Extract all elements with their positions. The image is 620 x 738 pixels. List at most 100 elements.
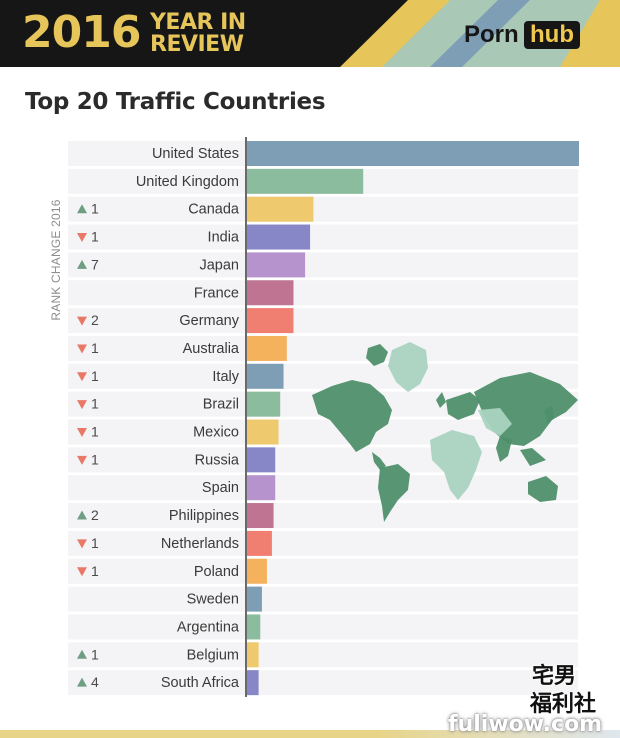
bar-netherlands — [247, 530, 272, 556]
rank-change-amount: 2 — [91, 312, 99, 328]
watermark: 宅男 福利社 fuliwow.com — [448, 656, 618, 737]
rank-change-down-icon — [77, 567, 87, 577]
row-label-background — [68, 586, 246, 612]
bar-poland — [247, 558, 267, 584]
watermark-line-3: fuliwow.com — [448, 712, 603, 737]
category-label: South Africa — [161, 675, 240, 691]
bar-germany — [247, 308, 294, 334]
category-label: India — [208, 230, 240, 246]
bar-mexico — [247, 419, 279, 445]
bar-philippines — [247, 503, 274, 529]
row-plot-background — [247, 280, 578, 306]
rank-change-down-icon — [77, 316, 87, 326]
bar-south-africa — [247, 670, 259, 696]
rank-change-amount: 1 — [91, 424, 99, 440]
rank-change-amount: 2 — [91, 507, 99, 523]
bar-spain — [247, 475, 276, 501]
row-label-background — [68, 530, 246, 556]
row-label-background — [68, 224, 246, 250]
chart-title: Top 20 Traffic Countries — [25, 89, 326, 115]
row-label-background — [68, 252, 246, 278]
watermark-line-1: 宅男 — [532, 664, 577, 689]
category-label: Poland — [194, 564, 239, 580]
rank-change-amount: 1 — [91, 646, 99, 662]
category-label: Italy — [212, 369, 239, 385]
rank-change-amount: 1 — [91, 201, 99, 217]
category-label: Mexico — [193, 425, 239, 441]
bottom-stripe — [0, 730, 620, 738]
category-label: Russia — [195, 452, 240, 468]
rank-change-amount: 1 — [91, 340, 99, 356]
row-plot-background — [247, 642, 578, 668]
rank-change-down-icon — [77, 539, 87, 549]
bar-france — [247, 280, 294, 306]
category-label: Japan — [199, 257, 239, 273]
row-label-background — [68, 475, 246, 501]
header-decoration — [340, 0, 620, 67]
category-label: Argentina — [177, 619, 240, 635]
row-label-background — [68, 280, 246, 306]
bar-belgium — [247, 642, 259, 668]
row-label-background — [68, 168, 246, 194]
row-label-background — [68, 363, 246, 389]
rank-change-down-icon — [77, 455, 87, 465]
rank-change-up-icon — [77, 649, 87, 659]
category-label: Brazil — [203, 397, 239, 413]
rank-change-down-icon — [77, 428, 87, 437]
category-label: Philippines — [169, 508, 239, 524]
rank-change-down-icon — [77, 372, 87, 382]
brand-logo-left: Porn — [464, 21, 519, 48]
category-label: Belgium — [187, 647, 239, 663]
category-label: United Kingdom — [136, 174, 239, 190]
row-plot-background — [247, 308, 578, 334]
rank-change-up-icon — [77, 510, 87, 520]
row-label-background — [68, 447, 246, 473]
row-plot-background — [247, 503, 578, 529]
row-label-background — [68, 196, 246, 222]
category-label: Canada — [188, 202, 240, 218]
row-label-background — [68, 141, 246, 166]
row-label-background — [68, 419, 246, 445]
bar-argentina — [247, 614, 261, 640]
rank-change-amount: 7 — [91, 256, 99, 272]
review-text: REVIEW — [150, 32, 244, 57]
row-label-background — [68, 503, 246, 529]
row-plot-background — [247, 558, 578, 584]
world-map-illustration — [312, 342, 578, 522]
bar-united-kingdom — [247, 168, 364, 194]
rank-change-down-icon — [77, 400, 87, 410]
row-plot-background — [247, 586, 578, 612]
rank-change-amount: 1 — [91, 368, 99, 384]
rank-change-amount: 1 — [91, 451, 99, 467]
year-in-text: YEAR IN — [150, 10, 246, 35]
header-banner: 2016 YEAR IN REVIEW Porn hub — [0, 0, 620, 67]
rank-change-amount: 1 — [91, 563, 99, 579]
rank-change-amount: 4 — [91, 674, 99, 690]
row-label-background — [68, 558, 246, 584]
rank-change-up-icon — [77, 204, 87, 214]
bar-japan — [247, 252, 306, 278]
rank-change-amount: 1 — [91, 229, 99, 245]
bar-brazil — [247, 391, 281, 417]
category-label: Germany — [179, 313, 239, 329]
row-plot-background — [247, 475, 578, 501]
row-plot-background — [247, 614, 578, 640]
bar-australia — [247, 335, 287, 361]
bar-russia — [247, 447, 276, 473]
bar-sweden — [247, 586, 262, 612]
category-label: United States — [152, 146, 239, 162]
rank-change-down-icon — [77, 233, 87, 243]
category-label: Netherlands — [161, 536, 239, 552]
bar-india — [247, 224, 311, 250]
rank-change-amount: 1 — [91, 535, 99, 551]
bar-italy — [247, 363, 284, 389]
category-label: Australia — [183, 341, 240, 357]
rank-change-up-icon — [77, 677, 87, 687]
category-label: Spain — [202, 480, 239, 496]
row-plot-background — [247, 670, 578, 696]
watermark-line-2: 福利社 — [530, 692, 597, 717]
row-label-background — [68, 614, 246, 640]
row-label-background — [68, 642, 246, 668]
category-label: France — [194, 285, 239, 301]
